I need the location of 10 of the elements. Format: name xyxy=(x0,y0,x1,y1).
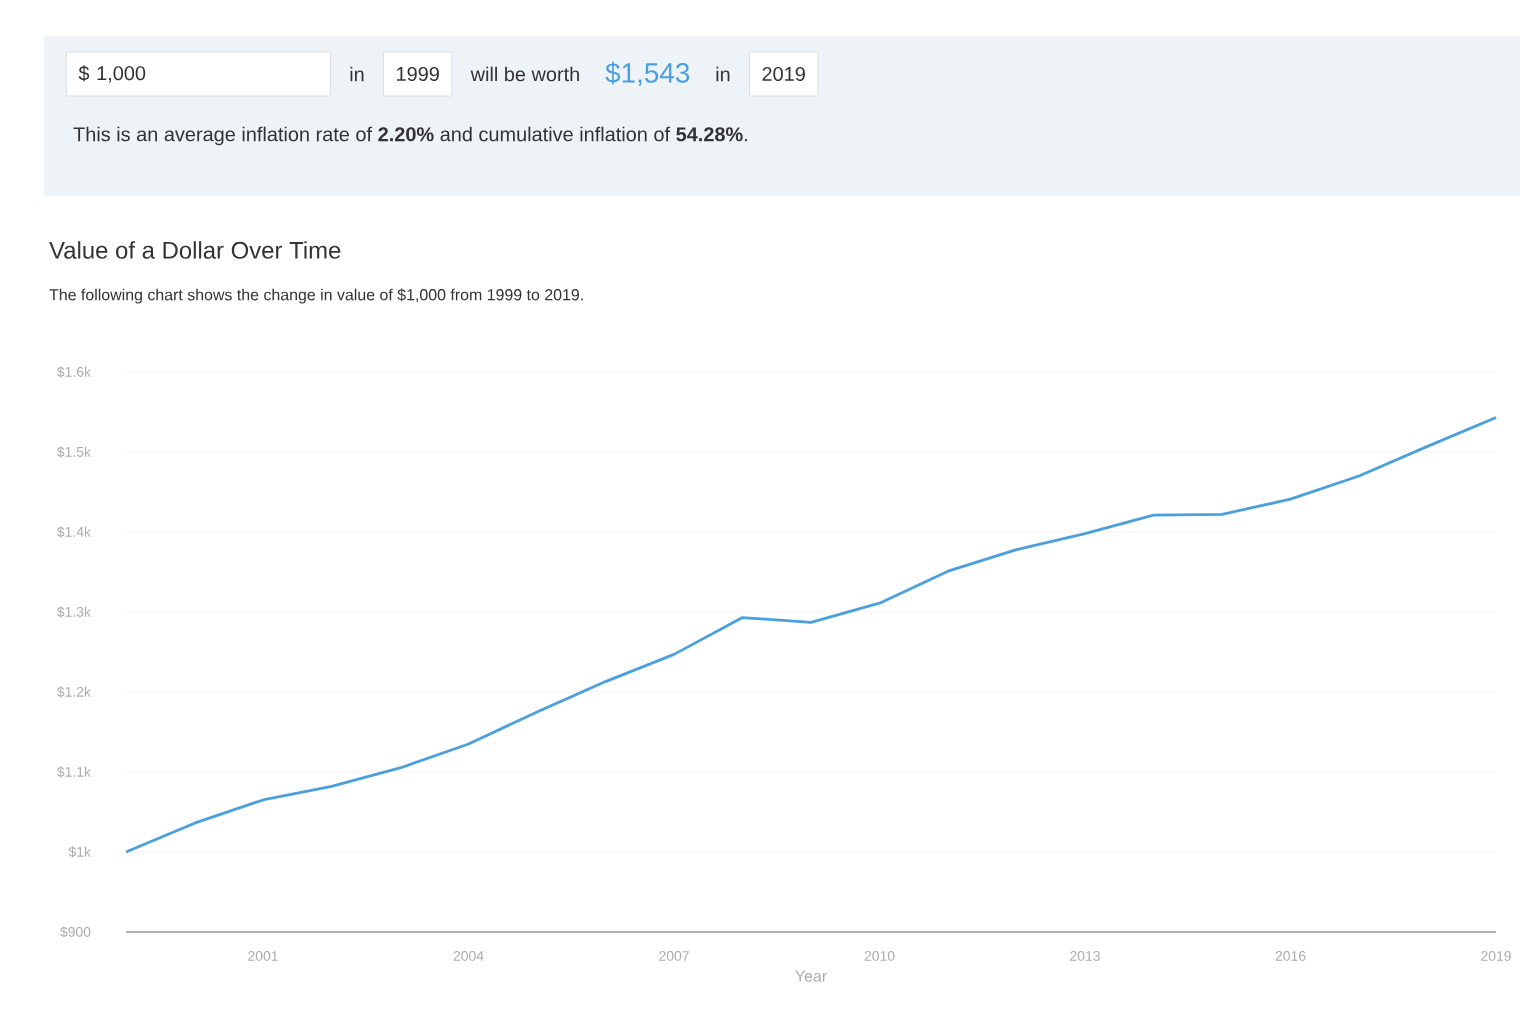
text: 2019 xyxy=(762,66,805,82)
line-series xyxy=(124,416,1498,854)
text: will be worth xyxy=(470,66,579,82)
text: $ 1,000 xyxy=(78,65,146,83)
text: in xyxy=(350,66,364,82)
text: This is an average inflation rate of 2.20% and cumulative inflation of 54.28%. xyxy=(73,126,747,146)
text: $1,543 xyxy=(605,61,690,87)
text: in xyxy=(716,66,730,82)
text: 1999 xyxy=(397,66,439,82)
chart-title: Value of a Dollar Over Time xyxy=(49,241,341,259)
